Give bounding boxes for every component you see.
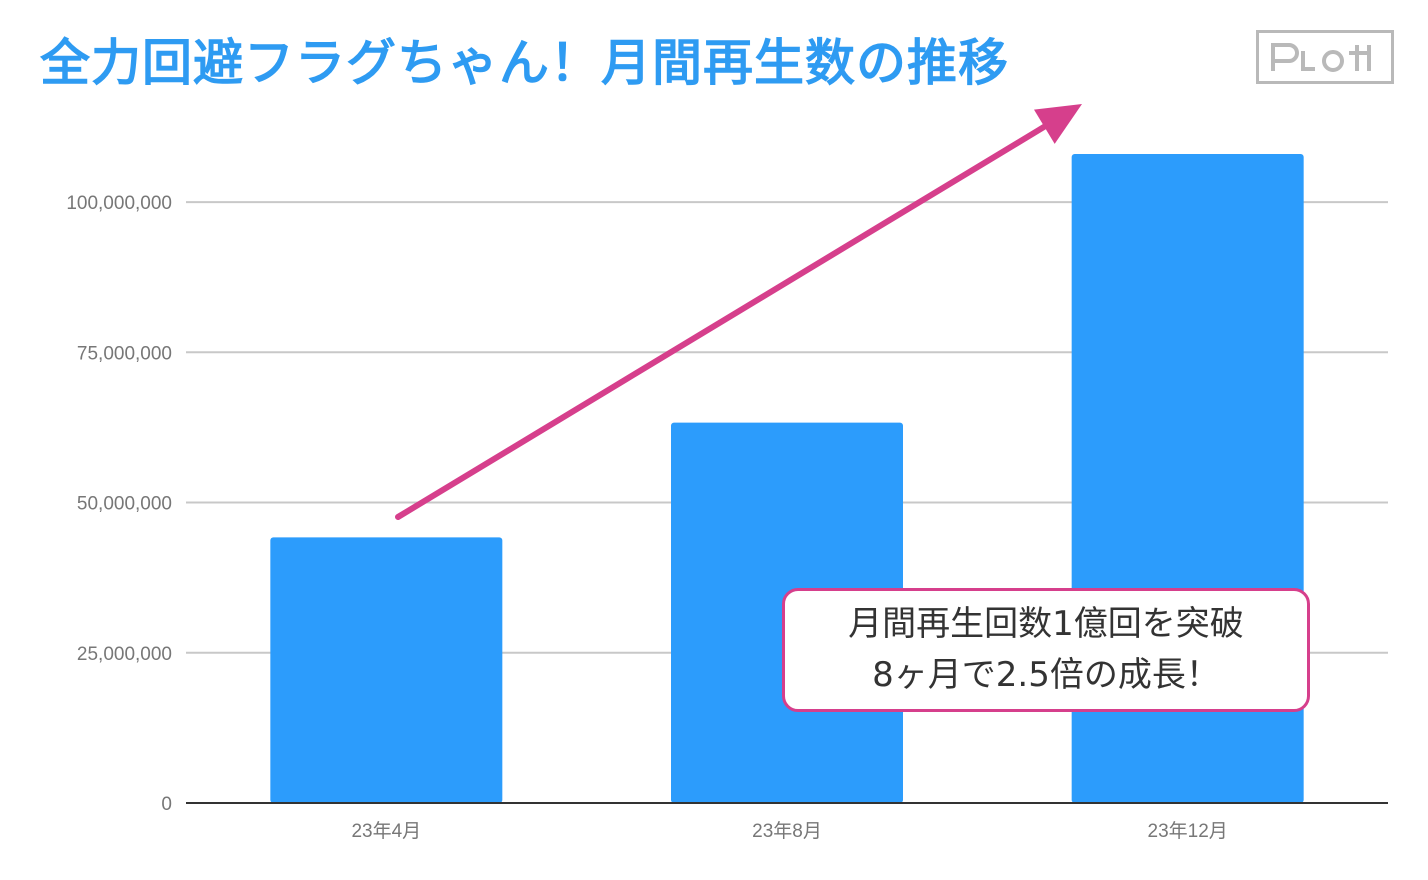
x-tick-label: 23年4月 <box>351 820 421 842</box>
trend-arrow-head <box>1033 104 1082 144</box>
plot-logo-mark <box>1271 43 1371 72</box>
y-tick-label: 50,000,000 <box>77 494 172 515</box>
trend-arrow-shaft <box>395 123 1048 520</box>
callout-line-1: 月間再生回数1億回を突破 <box>848 604 1244 644</box>
y-tick-label: 75,000,000 <box>77 343 172 364</box>
plot-logo <box>1256 30 1394 84</box>
callout-box: 月間再生回数1億回を突破 8ヶ月で2.5倍の成長！ <box>782 588 1310 712</box>
y-tick-label: 25,000,000 <box>77 644 172 665</box>
y-tick-label: 0 <box>161 794 172 815</box>
chart-title: 全力回避フラグちゃん！月間再生数の推移 <box>40 34 1009 92</box>
y-tick-label: 100,000,000 <box>66 193 172 214</box>
callout-line-2: 8ヶ月で2.5倍の成長！ <box>872 655 1220 695</box>
bar <box>270 537 503 803</box>
x-tick-label: 23年8月 <box>752 820 822 842</box>
x-tick-label: 23年12月 <box>1148 820 1228 842</box>
